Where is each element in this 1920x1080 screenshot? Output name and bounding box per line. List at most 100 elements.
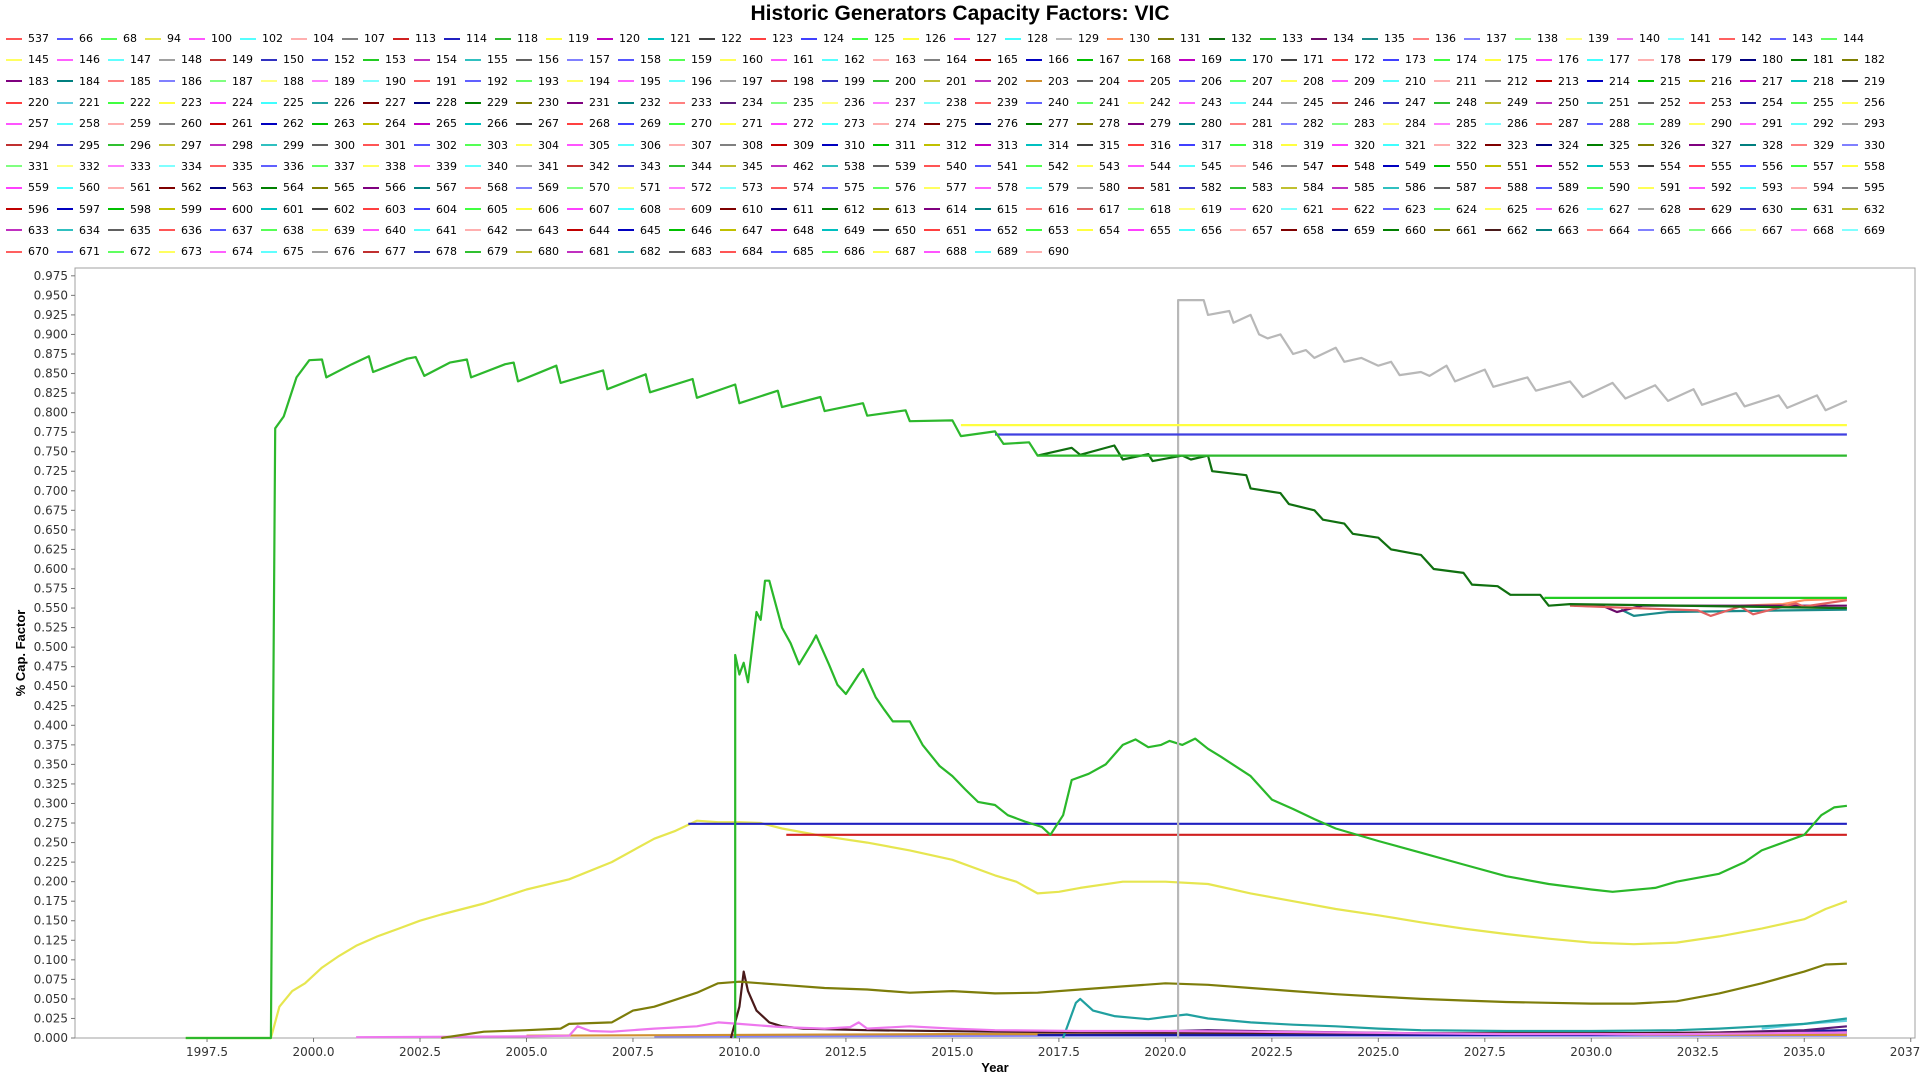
legend-swatch [771,165,787,168]
legend-label: 338 [385,159,406,173]
legend-label: 300 [334,138,355,152]
legend-label: 614 [946,202,967,216]
legend-swatch [1077,144,1093,147]
y-tick-label: 0.775 [34,425,68,439]
legend-swatch [108,58,124,61]
legend-swatch [618,101,634,104]
legend-item: 680 [516,241,559,262]
legend-label: 543 [1099,159,1120,173]
legend-swatch [1587,165,1603,168]
legend-label: 654 [1099,223,1120,237]
legend-item: 230 [516,92,559,113]
legend-label: 688 [946,245,967,259]
y-tick-label: 0.550 [34,601,68,615]
legend-label: 340 [487,159,508,173]
legend-swatch [516,58,532,61]
legend-swatch [720,122,736,125]
legend-item: 549 [1383,156,1426,177]
legend-item: 161 [771,49,814,70]
legend-swatch [669,229,685,232]
legend-label: 217 [1762,74,1783,88]
legend-swatch [6,208,22,211]
x-tick-label: 2035.0 [1783,1045,1825,1059]
legend-item: 237 [873,92,916,113]
legend-label: 321 [1405,138,1426,152]
legend-label: 685 [793,245,814,259]
y-tick-label: 0.250 [34,836,68,850]
legend-label: 294 [28,138,49,152]
legend-label: 94 [167,32,181,46]
legend-swatch [567,80,583,83]
legend-item: 327 [1689,134,1732,155]
legend-swatch [210,58,226,61]
legend-swatch [6,58,22,61]
legend-label: 237 [895,96,916,110]
legend-label: 650 [895,223,916,237]
legend-item: 119 [546,28,589,49]
legend-swatch [516,101,532,104]
legend-swatch [465,58,481,61]
legend-swatch [1485,122,1501,125]
legend-label: 549 [1405,159,1426,173]
legend-swatch [873,208,889,211]
legend-item: 567 [414,177,457,198]
legend-swatch [465,80,481,83]
legend-item: 656 [1179,220,1222,241]
legend-swatch [1740,58,1756,61]
legend-label: 195 [640,74,661,88]
legend-swatch [6,37,22,40]
legend-swatch [618,144,634,147]
legend-swatch [669,122,685,125]
legend-swatch [1485,208,1501,211]
legend-label: 630 [1762,202,1783,216]
legend-item: 594 [1791,177,1834,198]
x-tick-label: 2032.5 [1677,1045,1719,1059]
legend-label: 265 [436,117,457,131]
legend-swatch [414,186,430,189]
legend-item: 206 [1179,71,1222,92]
legend-label: 114 [466,32,487,46]
legend-label: 161 [793,53,814,67]
legend-item: 302 [414,134,457,155]
legend-item: 210 [1383,71,1426,92]
legend-swatch [261,144,277,147]
legend-label: 136 [1435,32,1456,46]
legend-label: 175 [1507,53,1528,67]
legend-item: 254 [1740,92,1783,113]
legend-label: 184 [79,74,100,88]
legend-label: 286 [1507,117,1528,131]
legend-item: 148 [159,49,202,70]
legend-item: 677 [363,241,406,262]
legend-label: 252 [1660,96,1681,110]
legend-item: 608 [618,198,661,219]
legend-label: 160 [742,53,763,67]
legend-item: 577 [924,177,967,198]
legend-item: 127 [954,28,997,49]
legend-item: 66 [57,28,93,49]
legend-item: 564 [261,177,304,198]
legend-swatch [1719,37,1735,40]
legend-label: 166 [1048,53,1069,67]
legend-label: 68 [123,32,137,46]
legend-label: 246 [1354,96,1375,110]
legend-item: 295 [57,134,100,155]
legend-swatch [1587,80,1603,83]
legend-swatch [648,37,664,40]
legend-item: 601 [261,198,304,219]
legend-label: 545 [1201,159,1222,173]
legend-item: 301 [363,134,406,155]
legend-label: 273 [844,117,865,131]
legend-label: 640 [385,223,406,237]
legend-label: 537 [28,32,49,46]
legend-swatch [1128,80,1144,83]
legend-swatch [1464,37,1480,40]
legend-item: 571 [618,177,661,198]
legend-swatch [465,229,481,232]
legend-item: 246 [1332,92,1375,113]
legend-label: 665 [1660,223,1681,237]
legend-label: 578 [997,181,1018,195]
legend-swatch [108,208,124,211]
legend-item: 576 [873,177,916,198]
legend-swatch [1026,80,1042,83]
legend-swatch [975,229,991,232]
